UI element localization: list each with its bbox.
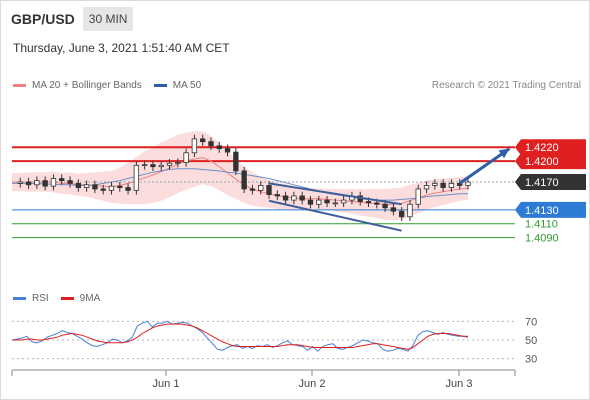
candle-body — [166, 162, 173, 166]
candle-body — [423, 185, 430, 190]
level-label-1.4090: 1.4090 — [525, 233, 559, 245]
copyright-label: Research © 2021 Trading Central — [431, 80, 581, 91]
rsi-tick-label-50: 50 — [525, 335, 537, 347]
candle-body — [282, 195, 289, 201]
candle-body — [83, 184, 90, 188]
candle-body — [191, 138, 198, 154]
bollinger-band-area — [12, 131, 468, 221]
candle-body — [34, 180, 40, 186]
level-tag-1.4130 — [515, 201, 586, 218]
level-label-1.4110: 1.4110 — [525, 219, 558, 231]
candle-body — [324, 199, 330, 204]
candle-body — [374, 202, 380, 205]
symbol-label: GBP/USD — [11, 11, 75, 27]
level-tag-1.4200 — [515, 153, 586, 170]
candle-body — [125, 187, 131, 191]
candle-body — [274, 194, 280, 197]
legend-label-9ma: 9MA — [79, 293, 101, 304]
level-tag-1.4220 — [515, 139, 586, 156]
chart-header: GBP/USD 30 MIN — [0, 6, 134, 32]
rsi-series-9ma — [12, 323, 468, 350]
candle-body — [415, 188, 421, 205]
datetime-label: Thursday, June 3, 2021 1:51:40 AM CET — [13, 41, 230, 55]
candle-body — [25, 181, 32, 186]
candle-body — [316, 199, 322, 205]
candle-body — [233, 151, 239, 172]
candle-body — [158, 164, 164, 168]
candle-body — [183, 152, 189, 163]
channel-lower-line — [268, 199, 402, 232]
projection-arrow-head — [498, 148, 510, 159]
candle-body — [258, 185, 264, 191]
legend-label-ma50: MA 50 — [172, 80, 202, 91]
rsi-tick-label-30: 30 — [525, 354, 537, 366]
candle-body — [67, 180, 73, 184]
level-tag-1.4170 — [515, 174, 586, 190]
time-axis-label-jun-1: Jun 1 — [153, 378, 180, 390]
candle-body — [390, 207, 397, 212]
candle-body — [291, 195, 297, 201]
candle-body — [208, 141, 214, 147]
candle-body — [175, 162, 181, 164]
projection-arrow-shaft — [458, 147, 511, 185]
candle-body — [448, 182, 455, 188]
level-label-1.4170: 1.4170 — [525, 177, 559, 189]
indicator-legend: RSI 9MA — [13, 293, 100, 304]
candle-body — [249, 188, 256, 191]
candle-body — [50, 178, 57, 187]
candle-body — [340, 199, 347, 204]
channel-upper-line — [268, 182, 402, 206]
candle-body — [332, 202, 339, 205]
candle-body — [59, 178, 65, 182]
legend-swatch-ma50 — [153, 84, 167, 87]
candle-body — [150, 164, 156, 168]
candle-body — [407, 203, 413, 218]
candle-body — [216, 145, 222, 150]
legend-label-rsi: RSI — [32, 293, 49, 304]
candle-body — [108, 185, 115, 191]
legend-label-ma20: MA 20 + Bollinger Bands — [32, 80, 142, 91]
candle-body — [200, 138, 206, 143]
level-label-1.4200: 1.4200 — [525, 156, 559, 168]
candle-body — [133, 164, 140, 191]
rsi-tick-label-70: 70 — [525, 316, 537, 328]
candle-body — [241, 170, 247, 190]
candle-body — [440, 182, 446, 188]
candle-body — [141, 164, 148, 167]
candle-body — [432, 182, 438, 186]
candle-body — [42, 180, 48, 187]
price-legend: MA 20 + Bollinger Bands MA 50 — [13, 80, 201, 91]
level-label-1.4130: 1.4130 — [525, 205, 559, 217]
candle-body — [382, 203, 388, 209]
timeframe-button[interactable]: 30 MIN — [82, 7, 134, 31]
candle-body — [224, 148, 231, 153]
candle-body — [299, 195, 305, 201]
candle-body — [17, 181, 23, 184]
candle-body — [307, 199, 314, 205]
candle-body — [465, 181, 471, 186]
time-axis-label-jun-2: Jun 2 — [299, 378, 326, 390]
candle-body — [266, 185, 272, 195]
candle-body — [75, 182, 82, 188]
legend-swatch-ma20 — [13, 84, 26, 87]
candle-body — [92, 184, 98, 190]
level-label-1.4220: 1.4220 — [525, 142, 559, 154]
candle-body — [100, 188, 106, 191]
time-axis-label-jun-3: Jun 3 — [446, 378, 473, 390]
candle-body — [117, 185, 123, 188]
legend-swatch-9ma — [60, 297, 74, 300]
candle-body — [398, 210, 405, 218]
legend-swatch-rsi — [13, 297, 26, 300]
candle-body — [365, 201, 372, 204]
